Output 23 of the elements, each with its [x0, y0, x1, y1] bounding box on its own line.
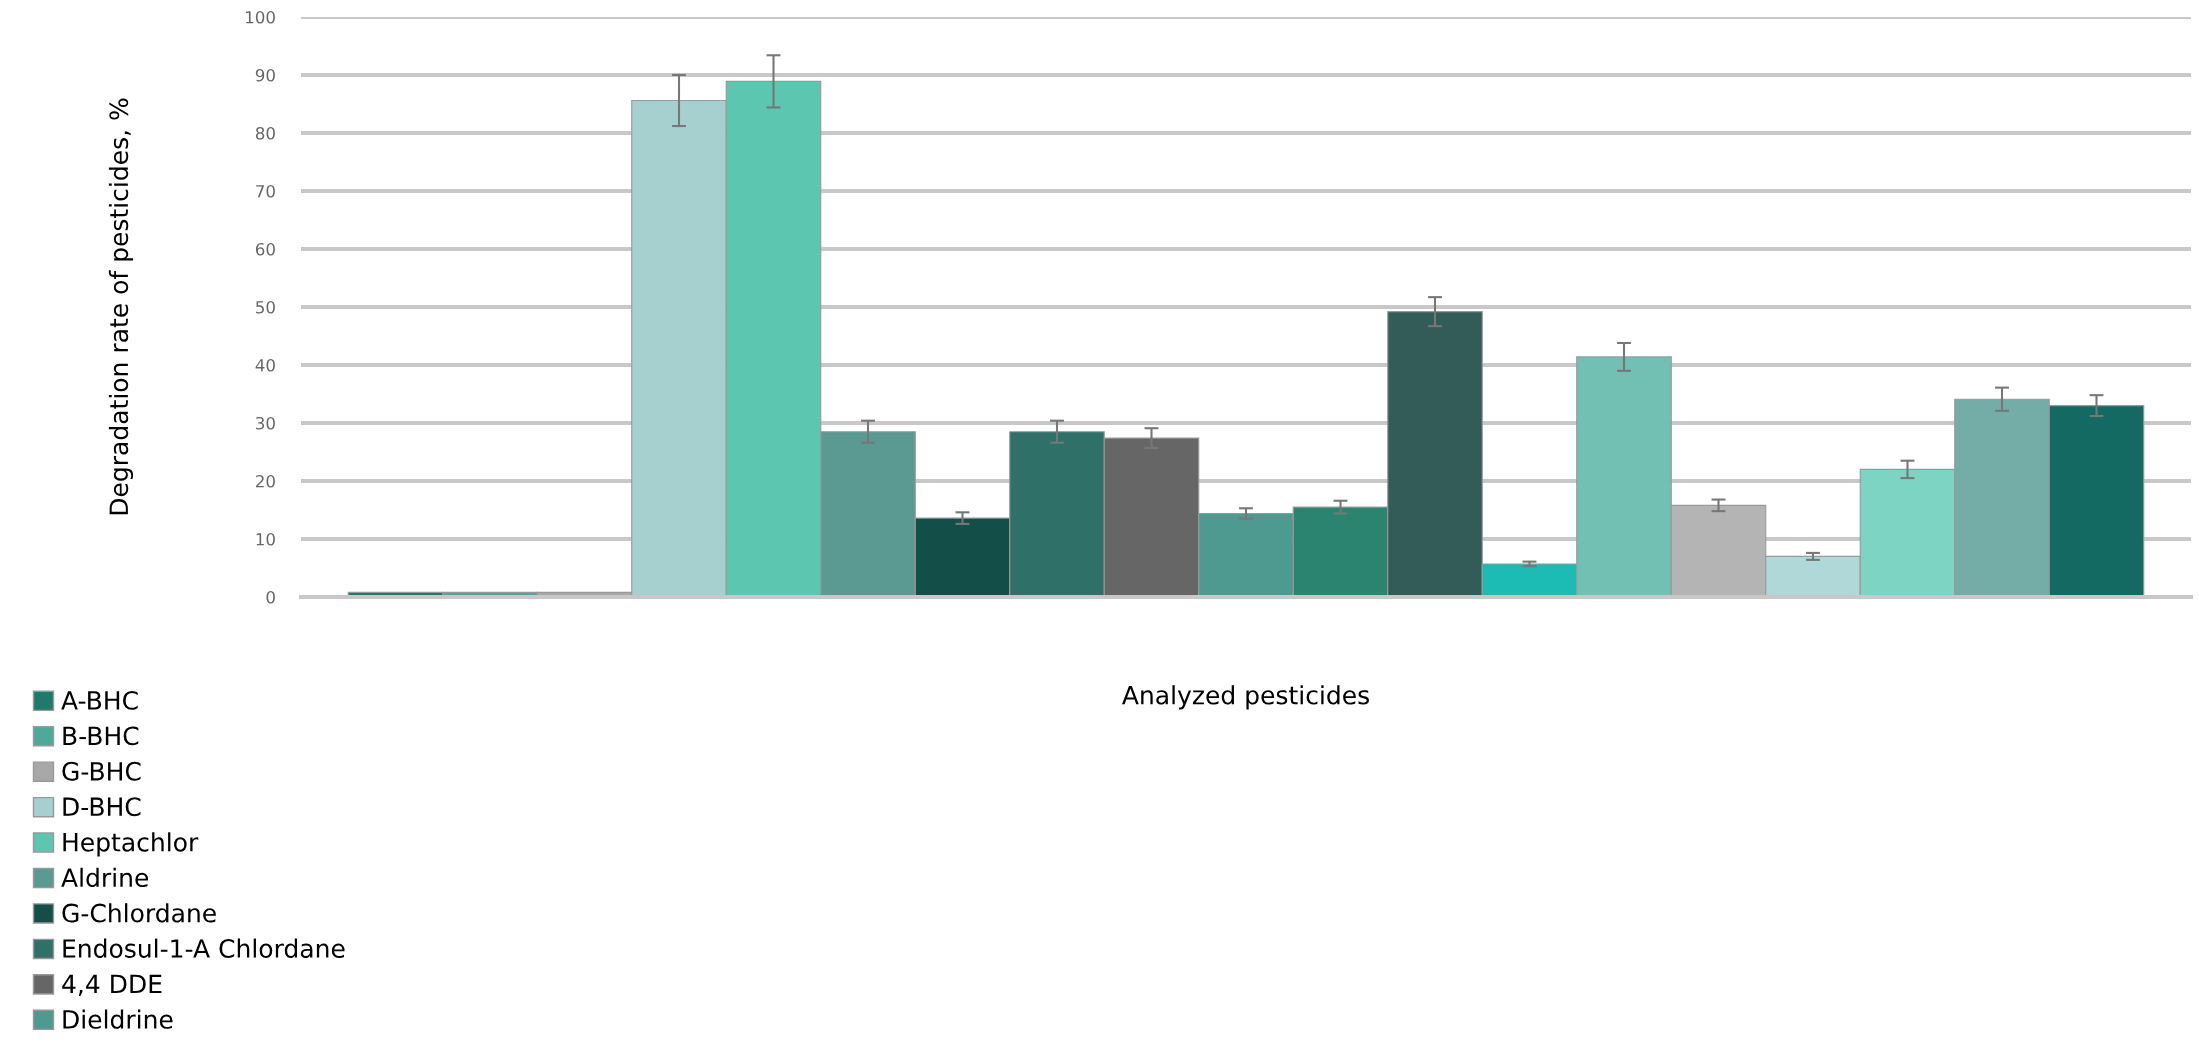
legend-label: 4,4 DDE: [62, 974, 162, 996]
legend-label: A-BHC: [61, 690, 138, 710]
legend-label: Dieldrine: [63, 1009, 173, 1029]
x-axis-title: Analyzed pesticides: [1122, 685, 1369, 710]
legend-label: D-BHC: [63, 797, 141, 817]
y-axis-title: Degradation rate of pesticides, %: [108, 98, 134, 515]
legend-label: G-BHC: [62, 761, 141, 781]
y-tick-label: 20: [256, 474, 275, 488]
y-tick-label: 60: [255, 242, 275, 256]
y-tick-label: 40: [255, 358, 275, 372]
legend-label: B-BHC: [63, 726, 139, 746]
legend-label: Heptachlor: [63, 832, 199, 857]
y-tick-label: 0: [266, 590, 275, 604]
legend-label: G-Chlordane: [62, 903, 216, 923]
y-tick-label: 100: [246, 10, 275, 24]
legend-label: Aldrine: [61, 867, 149, 888]
y-tick-label: 10: [256, 532, 275, 546]
y-tick-label: 30: [256, 416, 275, 430]
y-tick-label: 50: [256, 300, 275, 314]
y-tick-label: 70: [256, 184, 275, 198]
y-tick-label: 90: [255, 68, 275, 82]
legend-label: Endosul-1-A Chlordane: [63, 938, 345, 958]
y-tick-label: 80: [255, 126, 275, 140]
